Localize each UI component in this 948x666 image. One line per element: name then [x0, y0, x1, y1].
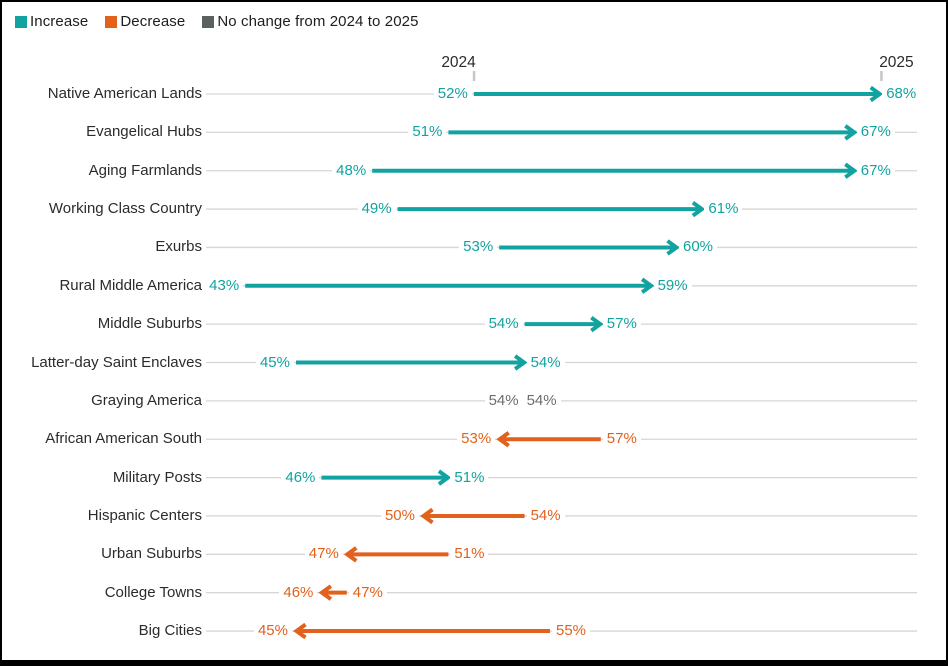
- legend-label: Increase: [30, 13, 89, 30]
- row-label: Latter-day Saint Enclaves: [31, 353, 202, 371]
- value-right: 57%: [602, 429, 641, 450]
- trend-arrow: [296, 354, 528, 371]
- value-right: 54%: [522, 390, 561, 411]
- trend-arrow: [499, 239, 680, 256]
- row-label: Urban Suburbs: [101, 545, 202, 563]
- value-left: 43%: [205, 275, 244, 296]
- legend-label: Decrease: [120, 13, 186, 30]
- row-label: Evangelical Hubs: [86, 123, 202, 141]
- row-label: Exurbs: [155, 238, 202, 256]
- axis-tick: [880, 71, 883, 81]
- trend-arrow: [524, 316, 604, 333]
- value-right: 60%: [679, 237, 718, 258]
- row-label: College Towns: [104, 583, 202, 601]
- value-left: 54%: [484, 390, 523, 411]
- row-label: Hispanic Centers: [87, 506, 202, 524]
- value-right: 54%: [526, 505, 565, 526]
- value-right: 59%: [653, 275, 692, 296]
- legend-item-no-change: No change from 2024 to 2025: [202, 13, 418, 30]
- value-right: 54%: [526, 352, 565, 373]
- value-right: 61%: [704, 199, 743, 220]
- value-left: 50%: [380, 505, 419, 526]
- value-left: 48%: [332, 160, 371, 181]
- row-label: Middle Suburbs: [97, 315, 202, 333]
- legend-label: No change from 2024 to 2025: [217, 13, 419, 30]
- trend-arrow: [318, 584, 347, 601]
- value-right: 47%: [348, 582, 387, 603]
- trend-arrow: [321, 469, 452, 486]
- value-right: 57%: [602, 314, 641, 335]
- trend-arrow: [448, 124, 858, 141]
- value-left: 54%: [484, 314, 523, 335]
- trend-arrow: [397, 200, 706, 218]
- value-right: 55%: [552, 621, 591, 642]
- axis-tick: [472, 71, 476, 81]
- trend-arrow: [343, 546, 449, 563]
- trend-arrow: [473, 85, 884, 103]
- legend-swatch-increase: [15, 15, 27, 28]
- value-left: 45%: [255, 352, 294, 373]
- row-label: Graying America: [91, 391, 202, 409]
- column-header-2025: 2025: [879, 54, 914, 71]
- value-left: 52%: [433, 84, 472, 104]
- value-right: 67%: [856, 160, 895, 181]
- trend-arrow: [496, 431, 601, 448]
- legend-item-increase: Increase: [15, 13, 88, 30]
- column-header-2024: 2024: [441, 54, 476, 71]
- value-left: 46%: [281, 467, 320, 488]
- value-left: 45%: [253, 621, 292, 642]
- value-right: 51%: [450, 467, 489, 488]
- value-right: 67%: [856, 122, 895, 143]
- row-label: Military Posts: [112, 468, 202, 486]
- row-label: Aging Farmlands: [88, 161, 202, 179]
- value-left: 53%: [457, 429, 496, 450]
- legend-swatch-no-change: [202, 15, 215, 28]
- legend: Increase Decrease No change from 2024 to…: [15, 13, 419, 30]
- value-right: 68%: [882, 84, 921, 104]
- row-label: Rural Middle America: [59, 276, 202, 294]
- legend-item-decrease: Decrease: [105, 13, 185, 30]
- value-right: 51%: [450, 544, 489, 565]
- row-label: Big Cities: [138, 622, 202, 640]
- legend-swatch-decrease: [105, 15, 118, 28]
- value-left: 53%: [459, 237, 498, 258]
- trend-arrow: [420, 507, 525, 525]
- value-left: 49%: [357, 199, 396, 220]
- value-left: 51%: [408, 122, 447, 143]
- row-label: Native American Lands: [47, 85, 202, 102]
- trend-arrow: [245, 277, 655, 294]
- row-label: Working Class Country: [48, 200, 202, 218]
- row-label: African American South: [45, 430, 202, 448]
- trend-arrow: [372, 162, 858, 179]
- value-left: 46%: [279, 582, 318, 603]
- trend-arrow: [293, 622, 550, 640]
- value-left: 47%: [304, 544, 343, 565]
